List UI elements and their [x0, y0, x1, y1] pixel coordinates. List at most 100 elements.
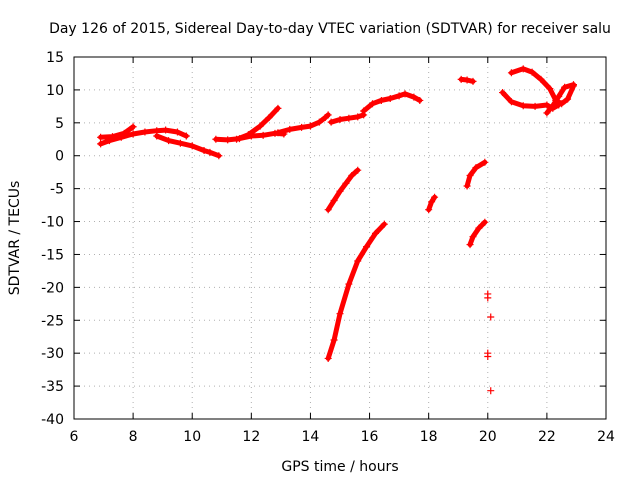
data-point: [336, 116, 344, 124]
data-point: [342, 179, 350, 187]
plot-frame: [73, 56, 607, 420]
data-point: [569, 81, 577, 89]
data-point: [354, 257, 362, 265]
x-axis-label: GPS time / hours: [281, 459, 398, 475]
data-point: [487, 313, 495, 321]
data-point: [200, 146, 208, 154]
data-trace: [275, 112, 331, 136]
data-point: [428, 198, 436, 206]
data-point: [97, 133, 105, 141]
data-point: [564, 95, 572, 103]
x-tick-label: 18: [420, 429, 438, 445]
x-tick-label: 20: [479, 429, 497, 445]
data-point: [108, 133, 116, 141]
data-point: [380, 220, 388, 228]
series-arc-6: [274, 111, 332, 137]
data-point: [212, 135, 220, 143]
data-point: [188, 142, 196, 150]
series-arc-2: [97, 123, 137, 141]
data-point: [129, 123, 137, 131]
data-point: [348, 171, 356, 179]
data-point: [395, 92, 403, 100]
data-trace: [325, 167, 361, 213]
data-point: [162, 126, 170, 134]
axis-tick-labels: 6 8 10 12 14 16 18 20 22 24 -40 -35 -30 -25 -20 -15 -10 -…: [41, 50, 615, 445]
y-tick-label: -10: [41, 215, 64, 231]
data-point: [354, 166, 362, 174]
data-point: [327, 118, 335, 126]
data-point: [215, 152, 223, 160]
series-arc-11: [425, 193, 439, 214]
y-tick-label: 5: [55, 116, 64, 132]
data-point: [206, 148, 214, 156]
data-point: [120, 129, 128, 137]
data-point: [507, 69, 515, 77]
data-point: [469, 77, 477, 85]
data-point: [173, 128, 181, 136]
series-arc-16: [507, 65, 577, 108]
y-tick-label: -25: [41, 313, 64, 329]
data-point: [330, 196, 338, 204]
data-point: [354, 113, 362, 121]
chart-title: Day 126 of 2015, Sidereal Day-to-day VTE…: [49, 21, 611, 37]
data-point: [97, 140, 105, 148]
series-arc-13: [463, 158, 489, 190]
data-point: [324, 354, 332, 362]
data-point: [256, 122, 264, 130]
data-point: [469, 233, 477, 241]
data-point: [457, 75, 465, 83]
data-point: [425, 206, 433, 214]
data-point: [360, 107, 368, 115]
data-point: [481, 158, 489, 166]
data-point: [141, 128, 149, 136]
data-trace: [464, 159, 488, 189]
series-layer: [97, 65, 577, 395]
y-tick-label: 15: [46, 50, 64, 66]
y-axis-label: SDTVAR / TECUs: [7, 181, 23, 296]
data-point: [176, 139, 184, 147]
y-tick-label: -30: [41, 346, 64, 362]
series-arc-8: [360, 90, 424, 115]
y-tick-label: -15: [41, 247, 64, 263]
data-point: [369, 100, 377, 108]
data-point: [507, 98, 515, 106]
data-point: [345, 114, 353, 122]
data-point: [306, 122, 314, 130]
data-point: [537, 75, 545, 83]
data-point: [481, 218, 489, 226]
data-point: [463, 182, 471, 190]
series-isolated-points: [484, 290, 495, 395]
x-tick-label: 12: [242, 429, 260, 445]
data-point: [336, 310, 344, 318]
y-tick-label: -5: [50, 182, 64, 198]
series-arc-12: [457, 75, 477, 85]
data-point: [475, 224, 483, 232]
data-point: [224, 136, 232, 144]
series-arc-1: [97, 126, 190, 148]
series-arc-17: [543, 81, 577, 117]
data-point: [466, 241, 474, 249]
data-trace: [98, 124, 136, 140]
data-point: [555, 92, 563, 100]
data-point: [543, 101, 551, 109]
data-point: [324, 111, 332, 119]
x-tick-label: 8: [129, 429, 138, 445]
data-point: [129, 130, 137, 138]
data-point: [466, 171, 474, 179]
data-point: [363, 243, 371, 251]
data-point: [484, 352, 492, 360]
data-point: [519, 102, 527, 110]
x-tick-label: 6: [70, 429, 79, 445]
data-point: [499, 89, 507, 97]
data-point: [371, 229, 379, 237]
y-tick-label: -35: [41, 379, 64, 395]
series-arc-3: [153, 132, 223, 160]
axis-ticks: [73, 56, 607, 420]
data-point: [531, 102, 539, 110]
grid: [74, 57, 606, 419]
data-point: [324, 206, 332, 214]
x-tick-label: 14: [302, 429, 320, 445]
series-arc-7: [327, 111, 368, 126]
data-point: [345, 280, 353, 288]
